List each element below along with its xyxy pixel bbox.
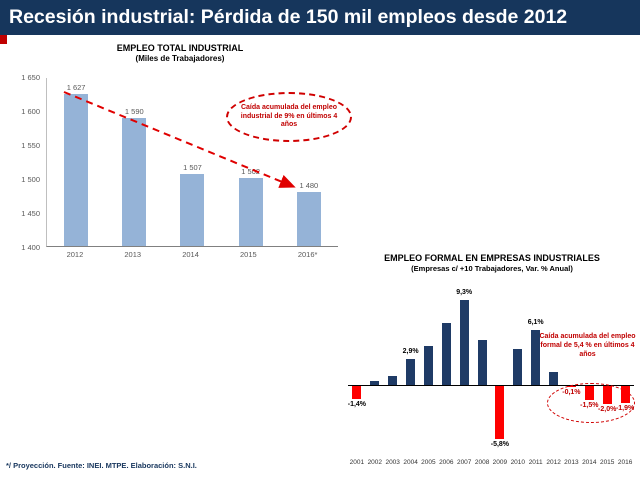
bar-value-label: 9,3% (456, 289, 473, 297)
x-axis-label: 2014 (182, 250, 199, 259)
bar (620, 386, 630, 404)
y-axis-tick: 1 400 (21, 243, 40, 252)
x-axis-label: 2010 (510, 459, 526, 466)
bar (549, 372, 559, 385)
x-axis-label: 2009 (492, 459, 508, 466)
x-axis-label: 2005 (421, 459, 436, 466)
x-axis-label: 2001 (349, 459, 365, 466)
y-axis-tick: 1 500 (21, 175, 40, 184)
bar (531, 329, 541, 385)
bar-value-label: -1,9% (615, 405, 635, 413)
annotation-text: Caída acumulada del empleo industrial de… (240, 103, 338, 129)
x-axis-label: 2015 (599, 459, 615, 466)
x-axis-label: 2011 (528, 459, 543, 466)
y-axis-tick: 1 450 (21, 209, 40, 218)
bar-value-label: 1 627 (66, 82, 86, 92)
bar-value-label: 1 480 (299, 181, 319, 191)
annotation-text: Caída acumulada del empleo formal de 5,4… (539, 333, 636, 358)
bar-value-label: -5,8% (490, 440, 510, 448)
bar (566, 386, 576, 387)
chart-subtitle: (Miles de Trabajadores) (135, 54, 225, 63)
bar (352, 386, 362, 399)
x-axis-label: 2008 (474, 459, 490, 466)
bar-value-label: -0,1% (562, 389, 581, 396)
bar-value-label: 6,1% (527, 318, 544, 326)
bar (423, 345, 433, 385)
x-axis-label: 2002 (367, 459, 383, 466)
bar-value-label: 1 590 (124, 107, 144, 117)
bar (180, 174, 205, 246)
y-axis: 1 650 1 600 1 550 1 500 1 450 1 400 (8, 73, 40, 252)
y-axis-tick: 1 550 (21, 141, 40, 150)
annotation-ellipse (547, 383, 635, 423)
bar-group: 1 627 (64, 78, 89, 246)
chart-empleo-formal: EMPLEO FORMAL EN EMPRESAS INDUSTRIALES (… (344, 253, 640, 481)
x-axis-label: 2014 (582, 459, 597, 466)
bar-group: 1 502 (238, 78, 263, 246)
zero-baseline (348, 385, 634, 386)
bar (584, 386, 594, 400)
bar-group: 1 507 (180, 78, 205, 246)
slide-title: Recesión industrial: Pérdida de 150 mil … (9, 6, 568, 28)
bar (495, 386, 505, 439)
annotation-ellipse: Caída acumulada del empleo industrial de… (226, 92, 352, 142)
title-bar: Recesión industrial: Pérdida de 150 mil … (0, 0, 640, 35)
bar-value-label: 2,9% (402, 347, 419, 355)
chart-subtitle: (Empresas c/ +10 Trabajadores, Var. % An… (411, 264, 573, 273)
bar (296, 192, 321, 246)
bar (602, 386, 612, 405)
x-axis-label: 2006 (439, 459, 454, 466)
bar (238, 177, 263, 246)
bar-value-label: 1 502 (241, 166, 261, 176)
x-axis: 2012 2013 2014 2015 2016* (46, 250, 338, 259)
bar-group: 1 480 (296, 78, 321, 246)
bar (122, 118, 147, 246)
bar (388, 375, 398, 385)
bar-value-label: -1,4% (347, 400, 367, 408)
bar-group: 1 590 (122, 78, 147, 246)
x-axis-label: 2013 (124, 250, 142, 259)
x-axis-label: 2013 (564, 459, 579, 466)
x-axis-label: 2016* (297, 250, 318, 259)
chart-title: EMPLEO FORMAL EN EMPRESAS INDUSTRIALES (384, 253, 600, 263)
x-axis-label: 2004 (403, 459, 418, 466)
x-axis-label: 2003 (385, 459, 400, 466)
red-accent-mark (0, 35, 7, 44)
bar-value-label: -2,0% (598, 406, 617, 414)
bar (406, 358, 416, 385)
chart-title: EMPLEO TOTAL INDUSTRIAL (116, 43, 244, 53)
bar-value-label: 1 507 (183, 163, 202, 173)
bar (513, 348, 523, 385)
x-axis-label: 2016 (617, 459, 633, 466)
x-axis-label: 2015 (240, 250, 257, 259)
bar (477, 339, 487, 385)
bar (441, 323, 451, 385)
footnote: */ Proyección. Fuente: INEI. MTPE. Elabo… (6, 461, 197, 470)
bar (370, 380, 380, 385)
x-axis-label: 2007 (456, 459, 472, 466)
bar-value-label: -1,5% (580, 401, 599, 409)
y-axis-tick: 1 650 (21, 73, 40, 82)
bar (459, 300, 469, 385)
chart-empleo-total: EMPLEO TOTAL INDUSTRIAL (Miles de Trabaj… (8, 40, 352, 264)
x-axis-label: 2012 (66, 250, 84, 259)
bar (64, 93, 89, 246)
plot-area: Caída acumulada del empleo formal de 5,4… (347, 285, 636, 477)
x-axis-label: 2012 (546, 459, 561, 466)
y-axis-tick: 1 600 (21, 107, 40, 116)
